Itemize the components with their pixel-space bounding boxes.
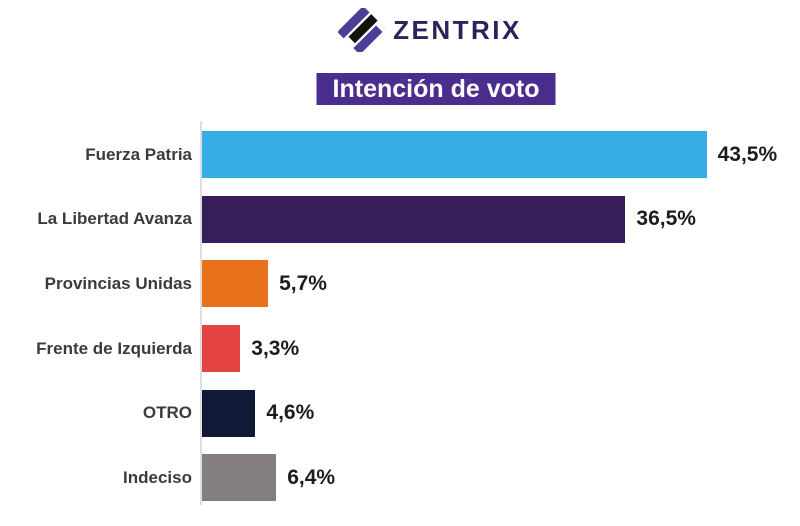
category-label: Indeciso (123, 467, 192, 487)
value-label: 5,7% (279, 271, 327, 295)
category-label: Fuerza Patria (85, 144, 192, 164)
value-label: 3,3% (251, 336, 300, 360)
value-label: 4,6% (266, 401, 315, 425)
category-label: OTRO (142, 403, 192, 423)
bar-row-provincias-unidas: Provincias Unidas 5,7% (0, 260, 800, 308)
value-label: 36,5% (636, 207, 696, 231)
bar-indeciso (202, 454, 277, 502)
value-label: 43,5% (717, 142, 778, 166)
bar-row-otro: OTRO 4,6% (0, 389, 800, 437)
bar-row-frente-de-izquierda: Frente de Izquierda 3,3% (0, 325, 800, 373)
category-label: La Libertad Avanza (37, 209, 192, 229)
bar-fuerza-patria (202, 131, 707, 178)
value-label: 6,4% (287, 465, 336, 489)
bar-row-la-libertad-avanza: La Libertad Avanza 36,5% (0, 195, 800, 243)
bar-row-indeciso: Indeciso 6,4% (0, 454, 800, 502)
brand-name: ZENTRIX (393, 14, 522, 45)
chart-title: Intención de voto (316, 73, 556, 105)
bar-la-libertad-avanza (202, 195, 626, 243)
bar-provincias-unidas (202, 260, 269, 308)
bar-chart: Fuerza Patria 43,5% La Libertad Avanza 36,5… (0, 131, 800, 502)
bar-frente-de-izquierda (202, 325, 241, 373)
category-label: Frente de Izquierda (36, 338, 192, 358)
category-label: Provincias Unidas (44, 273, 192, 293)
bar-otro (202, 389, 256, 437)
y-axis-line (200, 121, 202, 505)
bar-row-fuerza-patria: Fuerza Patria 43,5% (0, 131, 800, 178)
zentrix-diamond-icon (338, 8, 385, 52)
brand-header: ZENTRIX (338, 8, 522, 52)
